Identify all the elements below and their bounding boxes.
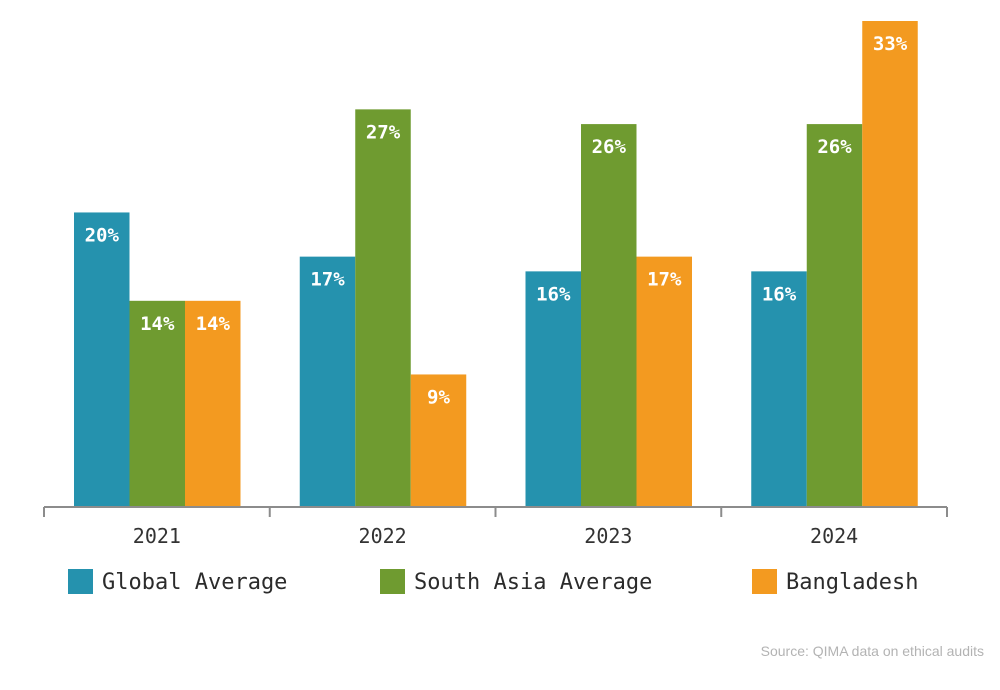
data-label: 16% — [762, 283, 797, 305]
data-label: 26% — [817, 136, 852, 158]
x-tick-label: 2024 — [810, 524, 858, 548]
bar-global-average-2023 — [525, 271, 581, 507]
data-label: 33% — [873, 33, 908, 55]
data-label: 14% — [140, 313, 175, 335]
legend-swatch — [68, 569, 93, 594]
legend-swatch — [380, 569, 405, 594]
bar-bangladesh-2023 — [636, 256, 692, 507]
bar-bangladesh-2024 — [862, 21, 918, 507]
data-label: 17% — [310, 269, 345, 291]
data-label: 16% — [536, 283, 571, 305]
x-tick-label: 2023 — [584, 524, 632, 548]
x-tick-label: 2022 — [359, 524, 407, 548]
x-tick-label: 2021 — [133, 524, 181, 548]
bar-global-average-2024 — [751, 271, 807, 507]
bar-south-asia-average-2021 — [129, 300, 185, 507]
bar-south-asia-average-2024 — [806, 124, 863, 507]
source-note: Source: QIMA data on ethical audits — [760, 643, 984, 659]
bar-global-average-2021 — [74, 212, 130, 508]
data-label: 17% — [647, 269, 682, 291]
legend-label: Global Average — [102, 570, 287, 595]
data-label: 27% — [366, 121, 401, 143]
bar-global-average-2022 — [299, 256, 356, 507]
bar-south-asia-average-2022 — [355, 109, 411, 507]
legend-swatch — [752, 569, 777, 594]
data-label: 26% — [592, 136, 627, 158]
legend-label: South Asia Average — [414, 570, 652, 595]
bar-south-asia-average-2023 — [581, 124, 637, 507]
data-label: 14% — [196, 313, 231, 335]
bar-bangladesh-2022 — [410, 374, 467, 507]
bar-bangladesh-2021 — [185, 300, 241, 507]
legend-label: Bangladesh — [786, 570, 918, 595]
data-label: 20% — [85, 224, 120, 246]
data-label: 9% — [427, 386, 450, 408]
